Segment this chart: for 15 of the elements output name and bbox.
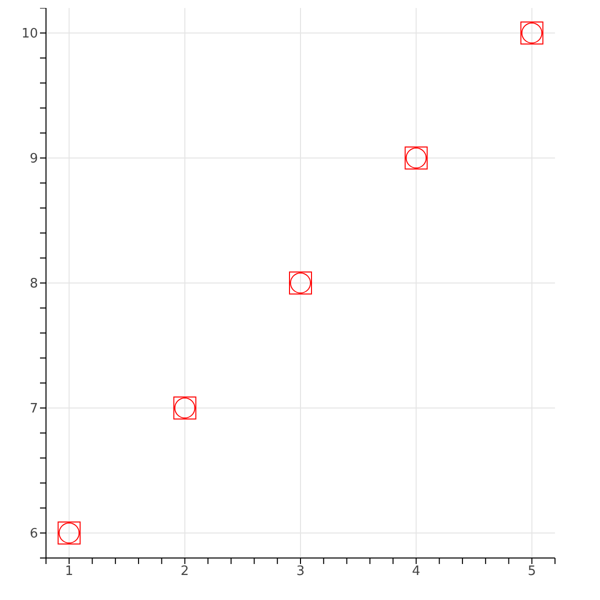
- point: [404, 146, 428, 170]
- x-tick-label: 1: [64, 564, 74, 580]
- point: [58, 522, 81, 544]
- x-tick-label: 5: [528, 564, 536, 580]
- x-tick-label: 3: [296, 564, 305, 580]
- point: [173, 396, 196, 420]
- y-tick-label: 10: [21, 26, 38, 42]
- y-tick-label: 9: [30, 152, 38, 167]
- x-tick-label: 2: [180, 564, 189, 580]
- point: [520, 22, 544, 44]
- y-tick-label: 8: [30, 276, 38, 292]
- y-tick-label: 6: [30, 526, 38, 542]
- point: [289, 272, 312, 294]
- x-tick-label: 4: [412, 564, 420, 580]
- y-tick-label: 7: [30, 402, 38, 417]
